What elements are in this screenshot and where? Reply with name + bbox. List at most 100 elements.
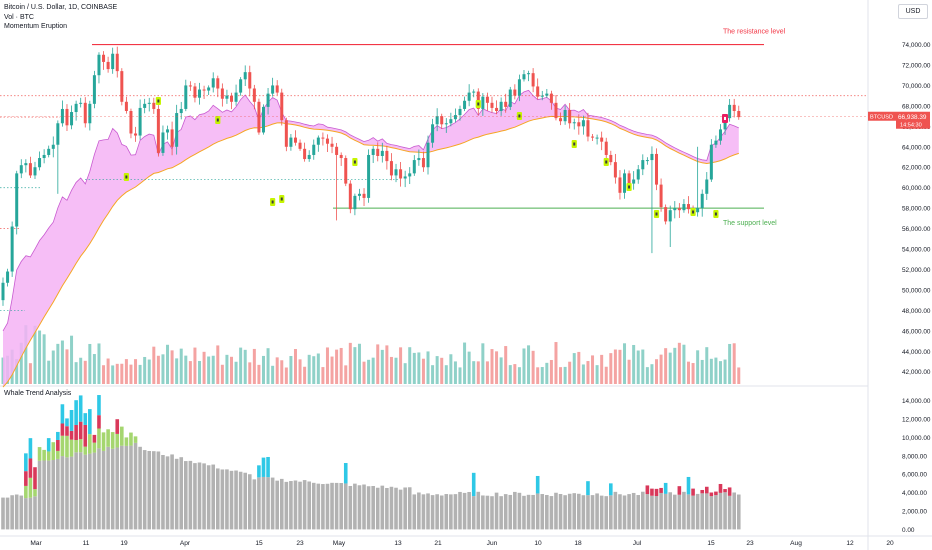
whale-bar-green: [129, 432, 133, 446]
whale-bar-green: [24, 485, 28, 499]
candle-body: [147, 102, 151, 104]
candle-body: [353, 195, 357, 210]
volume-bar: [677, 342, 681, 384]
whale-bar-base: [106, 446, 110, 530]
whale-bar-cyan: [78, 395, 83, 422]
volume-bar: [508, 365, 512, 384]
candle-body: [161, 132, 165, 153]
volume-bar: [705, 347, 709, 384]
volume-bar: [293, 349, 297, 384]
candle-body: [417, 158, 421, 161]
whale-bar-red: [650, 488, 654, 496]
whale-bar-base: [10, 495, 14, 530]
candle-body: [102, 54, 106, 62]
candle-body: [591, 136, 595, 138]
whale-bar-base: [458, 491, 462, 530]
volume-bar: [431, 365, 435, 384]
volume-bar: [120, 363, 124, 384]
volume-bar: [15, 359, 19, 384]
time-tick-label: 19: [120, 540, 128, 547]
whale-bar-cyan: [46, 438, 51, 452]
volume-bar: [362, 361, 366, 384]
whale-bar-base: [266, 477, 270, 530]
volume-bar: [728, 343, 732, 384]
buy-signal-glyph: [605, 160, 608, 164]
buy-signal: [352, 158, 358, 166]
volume-bar: [586, 361, 590, 384]
candle-body: [508, 89, 512, 107]
candle-body: [696, 208, 700, 213]
candle-body: [737, 111, 741, 118]
candle-body: [421, 158, 425, 168]
whale-bar-base: [650, 495, 654, 530]
whale-bar-base: [385, 487, 389, 530]
volume-bar: [147, 359, 151, 384]
volume-bar: [243, 349, 247, 384]
price-tick-label: 50,000.00: [902, 287, 931, 294]
candle-body: [134, 133, 138, 136]
buy-signal: [603, 158, 609, 166]
candle-body: [179, 108, 183, 114]
whale-bar-base: [229, 470, 234, 530]
whale-bar-base: [243, 472, 248, 530]
volume-bar: [284, 367, 288, 384]
whale-bar-base: [220, 469, 225, 530]
candle-body: [604, 141, 608, 155]
candle-body: [216, 78, 220, 89]
whale-bar-base: [138, 446, 142, 530]
whale-bar-green: [33, 489, 37, 497]
candle-body: [339, 154, 343, 159]
candle-body: [632, 179, 636, 184]
candle-body: [284, 120, 288, 147]
volume-bar: [74, 362, 78, 384]
volume-bar: [435, 356, 439, 384]
whale-bar-base: [362, 484, 366, 530]
candle-body: [655, 153, 659, 185]
whale-bar-base: [389, 486, 394, 530]
price-tick-label: 60,000.00: [902, 185, 931, 192]
whale-bar-base: [485, 495, 490, 530]
volume-bar: [330, 356, 334, 384]
whale-bar-base: [563, 495, 567, 530]
whale-bar-base: [558, 494, 563, 530]
whale-bar-base: [257, 477, 261, 530]
whale-bar-base: [421, 494, 426, 530]
whale-bar-cyan: [586, 481, 590, 496]
time-tick-label: Jul: [633, 540, 642, 547]
volume-bar: [230, 356, 233, 384]
whale-bar-base: [554, 492, 558, 530]
whale-bar-base: [302, 480, 307, 530]
candle-body: [124, 101, 128, 111]
whale-bar-green: [37, 447, 42, 461]
whale-bar-red: [56, 439, 60, 451]
whale-bar-base: [211, 464, 216, 530]
volume-bar: [88, 343, 92, 384]
whale-bar-green: [92, 442, 97, 453]
volume-bar: [188, 361, 192, 384]
whale-bar-cyan: [69, 410, 74, 431]
whale-bar-red: [727, 487, 732, 496]
whale-tick-label: 4,000.00: [902, 490, 927, 497]
whale-bar-base: [645, 494, 650, 530]
candle-body: [581, 120, 585, 127]
price-axis: 42,000.00 44,000.00 46,000.00 48,000.00 50,0…: [902, 42, 931, 376]
candle-body: [293, 137, 297, 143]
whale-bar-green: [51, 442, 56, 461]
whale-bar-base: [5, 497, 10, 530]
volume-bar: [179, 348, 183, 384]
resistance-label: The resistance level: [723, 29, 786, 36]
candle-body: [234, 92, 238, 102]
whale-bar-base: [636, 495, 641, 530]
price-tag-value: 66,938.39: [898, 114, 927, 121]
buy-signal: [270, 198, 276, 206]
whale-bar-base: [545, 494, 549, 530]
whale-bar-base: [398, 489, 403, 530]
whale-bar-base: [51, 460, 56, 530]
currency-button[interactable]: USD: [898, 4, 928, 19]
buy-signal-glyph: [692, 210, 695, 214]
whale-bar-base: [668, 492, 673, 530]
whale-bar-base: [618, 494, 622, 530]
candle-body: [175, 113, 179, 147]
whale-bar-base: [503, 494, 508, 530]
